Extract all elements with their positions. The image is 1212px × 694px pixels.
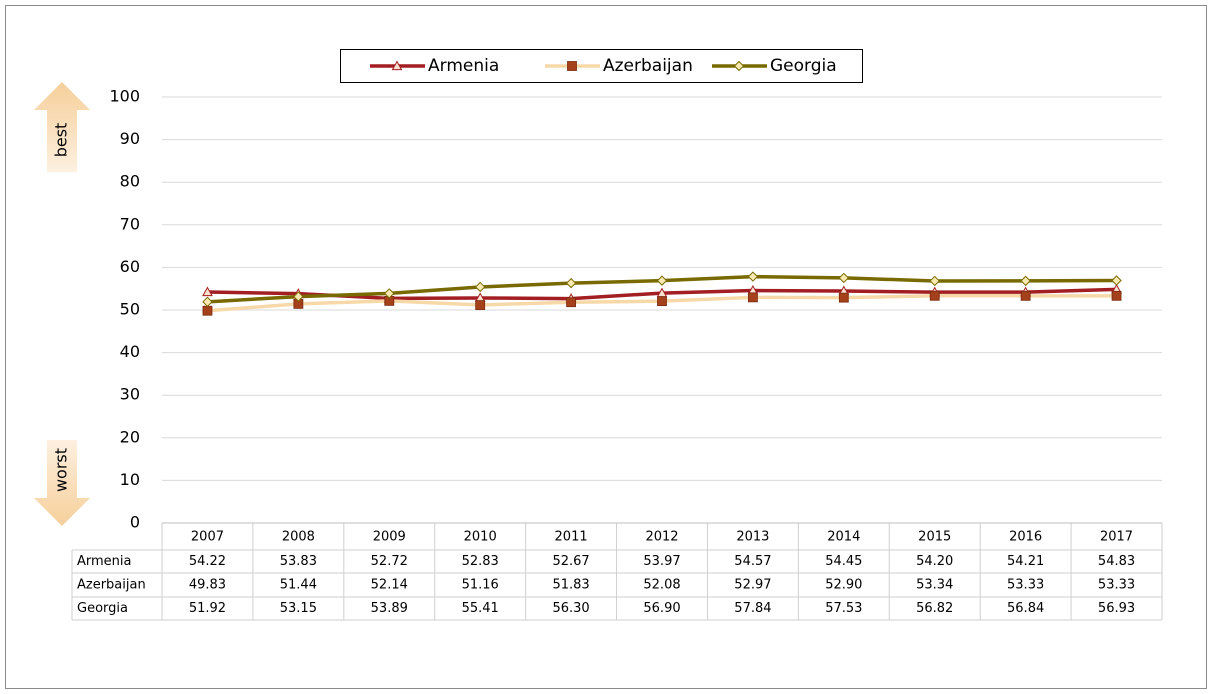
table-cell: 53.83 xyxy=(280,554,317,569)
legend-box xyxy=(340,49,863,83)
x-tick-label: 2012 xyxy=(645,530,678,545)
x-tick-label: 2008 xyxy=(282,530,315,545)
table-cell: 56.93 xyxy=(1098,601,1135,616)
best-label: best xyxy=(52,123,71,158)
marker xyxy=(391,60,403,71)
y-tick-label: 10 xyxy=(120,470,140,489)
table-cell: 52.14 xyxy=(371,578,408,593)
x-tick-label: 2016 xyxy=(1009,530,1042,545)
y-tick-label: 100 xyxy=(109,87,140,106)
y-tick-label: 40 xyxy=(120,342,140,361)
marker xyxy=(1111,290,1122,301)
marker xyxy=(1020,275,1031,287)
marker xyxy=(838,272,850,284)
table-cell: 52.97 xyxy=(734,578,771,593)
table-cell: 54.83 xyxy=(1098,554,1135,569)
table-cell: 54.22 xyxy=(189,554,226,569)
x-tick-label: 2007 xyxy=(191,530,224,545)
table-cell: 53.34 xyxy=(916,578,953,593)
x-tick-label: 2011 xyxy=(555,530,588,545)
marker xyxy=(1020,290,1031,301)
table-cell: 52.67 xyxy=(552,554,589,569)
marker xyxy=(929,275,940,287)
table-cell: 56.82 xyxy=(916,601,953,616)
y-tick-label: 20 xyxy=(120,427,140,446)
x-tick-label: 2015 xyxy=(918,530,951,545)
table-cell: 53.33 xyxy=(1098,578,1135,593)
table-cell: 57.53 xyxy=(825,601,862,616)
table-cell: 56.90 xyxy=(643,601,680,616)
table-cell: 54.20 xyxy=(916,554,953,569)
x-tick-label: 2017 xyxy=(1100,530,1133,545)
y-tick-label: 90 xyxy=(120,129,140,148)
marker xyxy=(838,292,849,303)
legend-label: Azerbaijan xyxy=(603,56,693,76)
x-tick-label: 2010 xyxy=(464,530,497,545)
marker xyxy=(202,286,213,297)
marker xyxy=(748,292,758,303)
x-tick-label: 2009 xyxy=(373,530,406,545)
marker xyxy=(733,60,745,72)
table-cell: 53.15 xyxy=(280,601,317,616)
marker xyxy=(475,300,486,310)
marker xyxy=(202,305,213,316)
table-cell: 54.57 xyxy=(734,554,771,569)
marker xyxy=(929,290,940,301)
table-cell: 52.08 xyxy=(643,578,680,593)
marker xyxy=(657,296,667,307)
table-cell: 51.44 xyxy=(280,578,317,593)
table-cell: 52.72 xyxy=(371,554,408,569)
table-cell: 51.16 xyxy=(462,578,499,593)
y-tick-label: 70 xyxy=(120,214,140,233)
worst-label: worst xyxy=(52,448,71,492)
table-cell: 51.83 xyxy=(552,578,589,593)
table-cell: 54.21 xyxy=(1007,554,1044,569)
legend-label: Georgia xyxy=(770,56,837,76)
marker xyxy=(384,288,395,299)
y-tick-label: 60 xyxy=(120,257,140,276)
table-row-label: Azerbaijan xyxy=(77,578,146,593)
table-cell: 53.33 xyxy=(1007,578,1044,593)
marker xyxy=(747,271,759,282)
table-cell: 57.84 xyxy=(734,601,771,616)
table-cell: 52.83 xyxy=(462,554,499,569)
marker xyxy=(565,277,577,289)
table-cell: 56.30 xyxy=(552,601,589,616)
worst-arrow xyxy=(34,440,90,526)
marker xyxy=(202,296,213,308)
table-cell: 54.45 xyxy=(825,554,862,569)
y-tick-label: 50 xyxy=(120,300,140,319)
table-row-label: Georgia xyxy=(77,601,128,616)
marker xyxy=(656,275,668,286)
table-cell: 49.83 xyxy=(189,578,226,593)
chart-frame xyxy=(5,5,1207,689)
x-tick-label: 2014 xyxy=(827,530,860,545)
y-tick-label: 80 xyxy=(120,172,140,191)
table-cell: 56.84 xyxy=(1007,601,1044,616)
marker xyxy=(566,297,576,308)
marker xyxy=(293,291,304,302)
table-row-label: Armenia xyxy=(77,554,132,569)
x-tick-label: 2013 xyxy=(736,530,769,545)
table-cell: 53.97 xyxy=(643,554,680,569)
table-cell: 52.90 xyxy=(825,578,862,593)
y-tick-label: 0 xyxy=(130,513,140,532)
marker xyxy=(567,61,577,71)
marker xyxy=(1111,275,1122,286)
legend-label: Armenia xyxy=(428,56,499,76)
table-cell: 51.92 xyxy=(189,601,226,616)
y-tick-label: 30 xyxy=(120,385,140,404)
marker xyxy=(474,281,486,293)
table-cell: 53.89 xyxy=(371,601,408,616)
best-arrow xyxy=(34,82,90,172)
table-cell: 55.41 xyxy=(462,601,499,616)
